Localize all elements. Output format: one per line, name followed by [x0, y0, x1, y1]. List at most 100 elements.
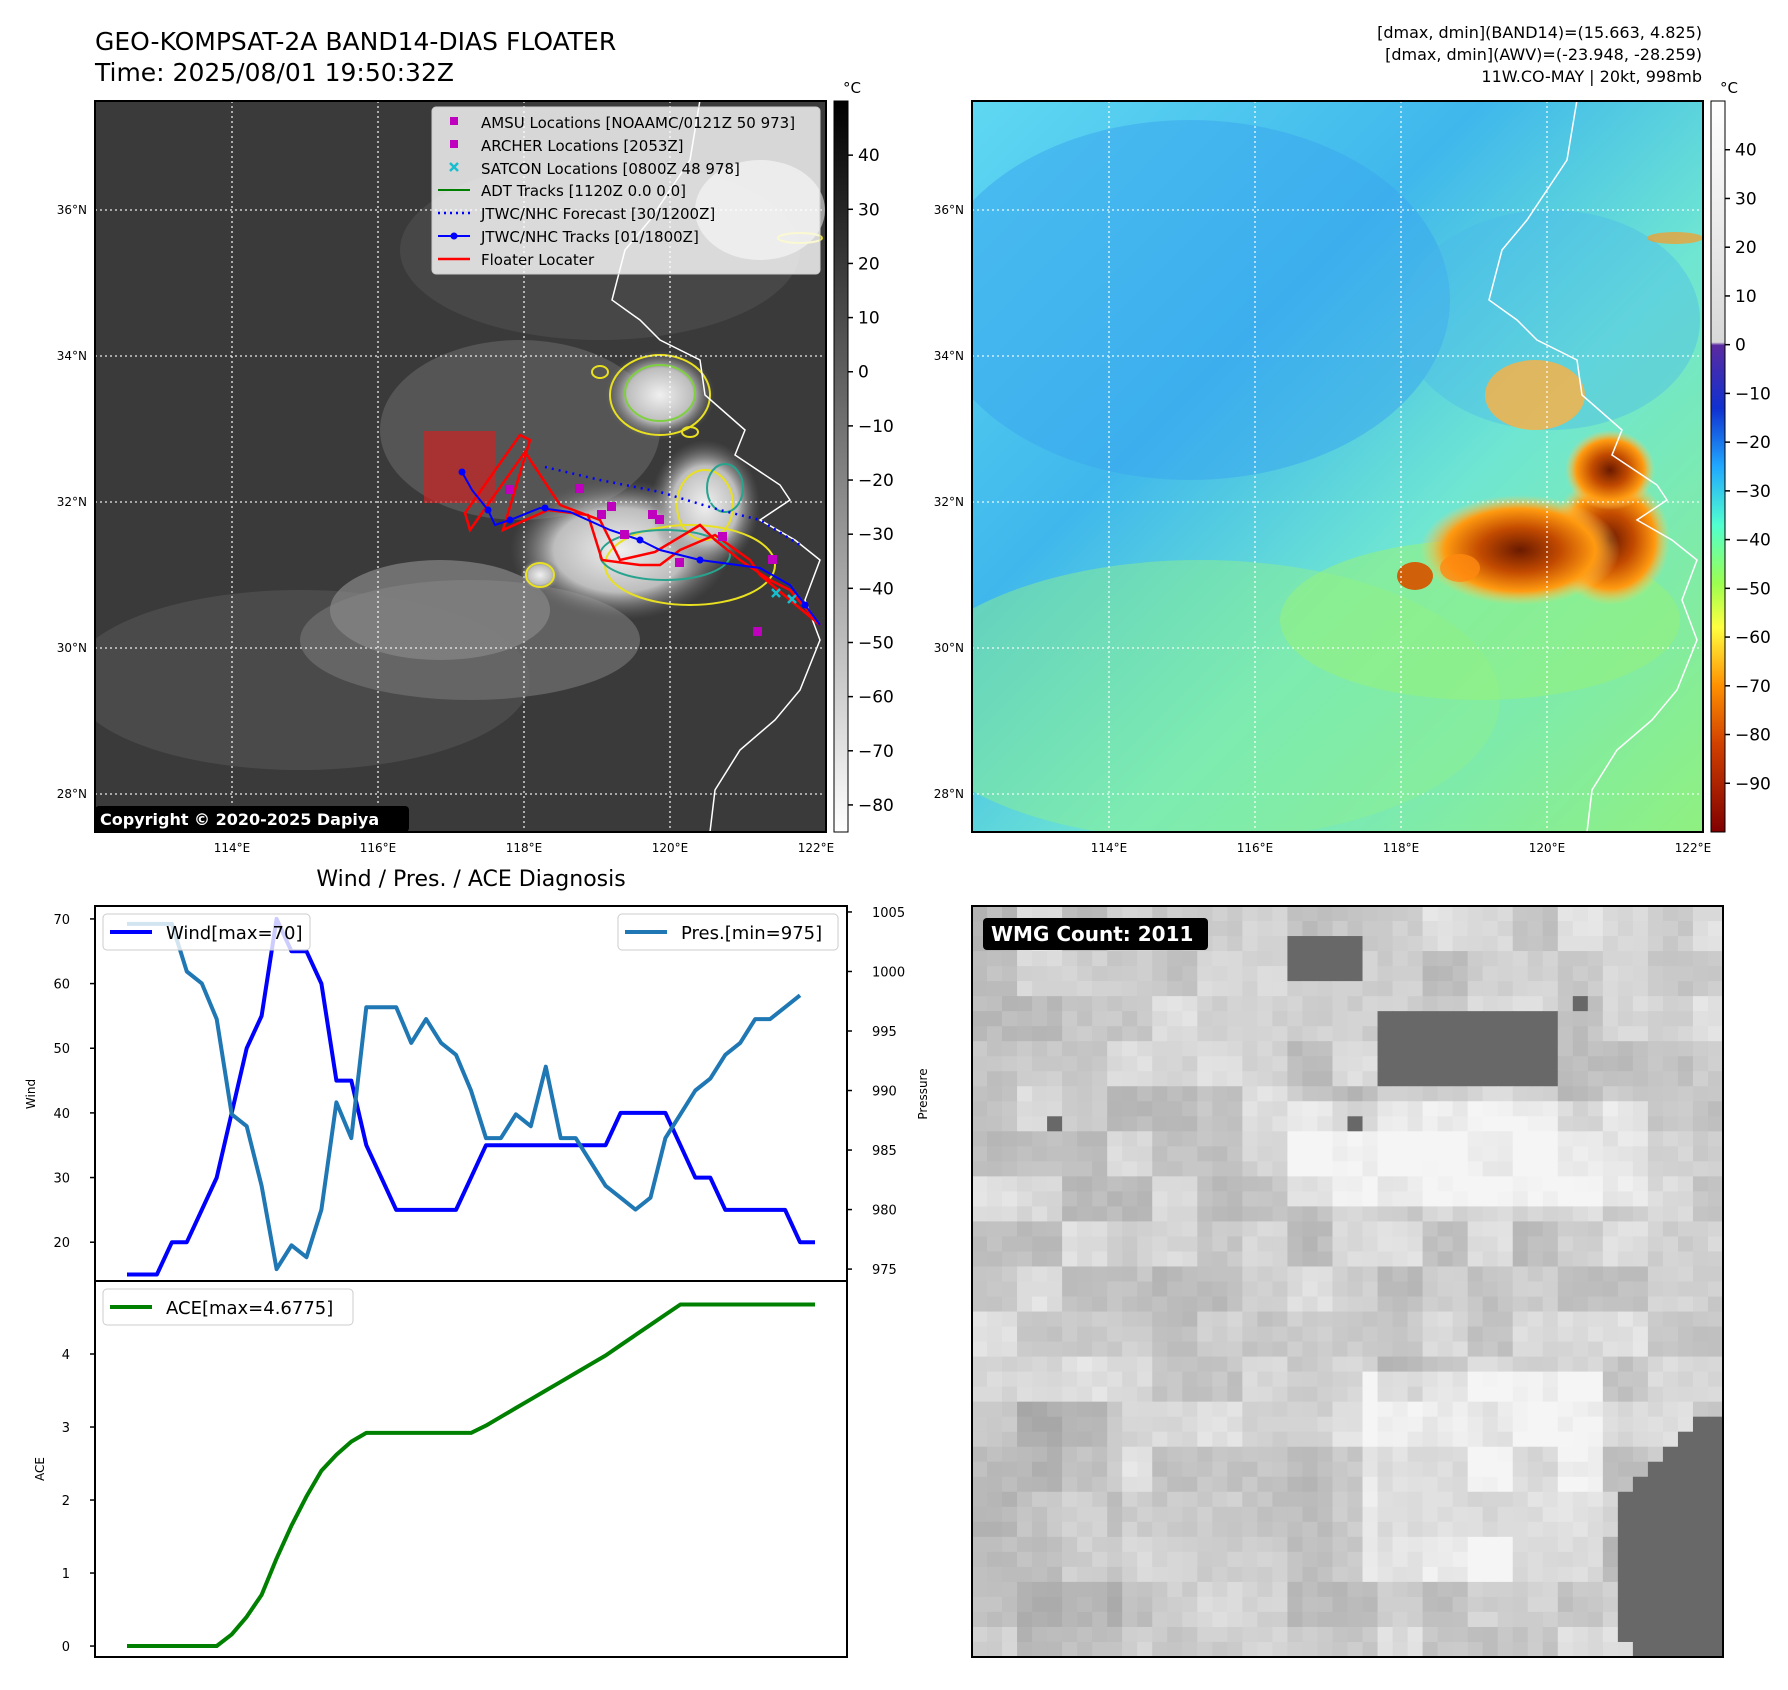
wmg-cell [1002, 1116, 1018, 1132]
wmg-cell [987, 1266, 1003, 1283]
wmg-cell [1077, 1446, 1093, 1463]
wmg-cell [1662, 1551, 1679, 1568]
wmg-cell [1317, 1236, 1334, 1253]
wmg-cell [1362, 936, 1379, 952]
wmg-cell [1572, 1431, 1589, 1448]
wmg-cell [1347, 1386, 1364, 1403]
wmg-cell [1047, 1431, 1063, 1448]
wmg-cell [972, 1131, 988, 1147]
wmg-cell [1407, 1401, 1424, 1418]
wmg-cell [1257, 1446, 1273, 1463]
wmg-cell [1182, 1086, 1198, 1102]
wmg-cell [1047, 1491, 1063, 1508]
wmg-cell [1572, 1251, 1589, 1268]
wmg-cell [1392, 1506, 1409, 1523]
wmg-cell [1182, 1536, 1198, 1553]
wmg-cell [1227, 1221, 1243, 1238]
wmg-cell [1437, 1476, 1454, 1493]
wmg-cell [1497, 1581, 1514, 1598]
wmg-cell [1467, 1266, 1484, 1283]
wmg-cell [1197, 1056, 1213, 1072]
wmg-cell [1617, 936, 1634, 952]
wmg-cell [1212, 1476, 1228, 1493]
wmg-cell [1347, 906, 1364, 922]
wmg-cell [1377, 1446, 1394, 1463]
wmg-cell [1587, 1176, 1604, 1192]
wmg-cell [972, 1221, 988, 1238]
wmg-cell [1692, 1176, 1709, 1192]
wmg-cell [1017, 1281, 1033, 1298]
wmg-cell [1272, 1491, 1289, 1508]
wmg-cell [1032, 1641, 1048, 1658]
wmg-cell [1437, 1611, 1454, 1628]
wmg-cell [1527, 1101, 1544, 1117]
wmg-cell [1212, 1386, 1228, 1403]
wmg-cell [1452, 1491, 1469, 1508]
wmg-cell [1032, 1356, 1048, 1373]
wmg-cell [1542, 1236, 1559, 1253]
wmg-cell [1242, 951, 1258, 967]
wmg-cell [1302, 1641, 1319, 1658]
wmg-cell [1122, 1386, 1138, 1403]
wmg-cell [1422, 1116, 1439, 1132]
wmg-cell [1122, 1281, 1138, 1298]
wmg-cell [1557, 1401, 1574, 1418]
wmg-cell [1422, 1506, 1439, 1523]
wmg-cell [1137, 1566, 1153, 1583]
wmg-cell [1092, 1476, 1108, 1493]
wmg-cell [1662, 1056, 1679, 1072]
wmg-cell [1137, 1521, 1153, 1538]
wmg-cell [1197, 951, 1213, 967]
wmg-cell [1137, 1086, 1153, 1102]
wmg-cell [1377, 1026, 1394, 1042]
wmg-cell [1617, 1506, 1634, 1523]
wmg-cell [1692, 1116, 1709, 1132]
wmg-cell [1182, 1521, 1198, 1538]
wmg-cell [1707, 1371, 1724, 1388]
wmg-cell [1422, 1491, 1439, 1508]
wmg-cell [1032, 1581, 1048, 1598]
wmg-cell [1587, 1311, 1604, 1328]
wmg-cell [1137, 1581, 1153, 1598]
ir-map-panel: AMSU Locations [NOAAMC/0121Z 50 973] ARC… [57, 79, 894, 855]
wmg-cell [1227, 1011, 1243, 1027]
wmg-cell [1017, 966, 1033, 982]
wmg-cell [1257, 1146, 1273, 1162]
wmg-cell [1122, 1221, 1138, 1238]
wmg-cell [1632, 1071, 1649, 1087]
wmg-cell [1077, 1266, 1093, 1283]
wmg-cell [987, 981, 1003, 997]
wmg-cell [1182, 1176, 1198, 1192]
wmg-cell [1647, 1311, 1664, 1328]
wmg-cell [1377, 1551, 1394, 1568]
wmg-cell [1002, 951, 1018, 967]
wmg-cell [1362, 1536, 1379, 1553]
wmg-cell [1467, 921, 1484, 937]
wmg-cell [1707, 921, 1724, 937]
copyright-badge [95, 806, 409, 832]
wmg-cell [1407, 906, 1424, 922]
wmg-cell [1527, 1146, 1544, 1162]
wmg-cell [1557, 1521, 1574, 1538]
wmg-cell [1542, 996, 1559, 1012]
wmg-cell [1527, 1266, 1544, 1283]
wmg-cell [1032, 1431, 1048, 1448]
wmg-cell [1602, 1071, 1619, 1087]
wmg-cell [1152, 981, 1168, 997]
wmg-cell [1662, 1221, 1679, 1238]
wmg-cell [1227, 996, 1243, 1012]
wmg-cell [1347, 1101, 1364, 1117]
wmg-cell [1632, 1311, 1649, 1328]
wmg-cell [1347, 1506, 1364, 1523]
wmg-cell [1152, 1431, 1168, 1448]
wmg-cell [1392, 1551, 1409, 1568]
wind-axis-label: Wind [24, 1079, 38, 1109]
wmg-cell [1407, 1146, 1424, 1162]
wmg-cell [1272, 1026, 1289, 1042]
wmg-cell [1182, 1311, 1198, 1328]
wmg-cell [1197, 1176, 1213, 1192]
wmg-cell [1047, 1296, 1063, 1313]
wmg-cell [1167, 1296, 1183, 1313]
wmg-cell [1002, 1566, 1018, 1583]
wmg-cell [1497, 1161, 1514, 1177]
